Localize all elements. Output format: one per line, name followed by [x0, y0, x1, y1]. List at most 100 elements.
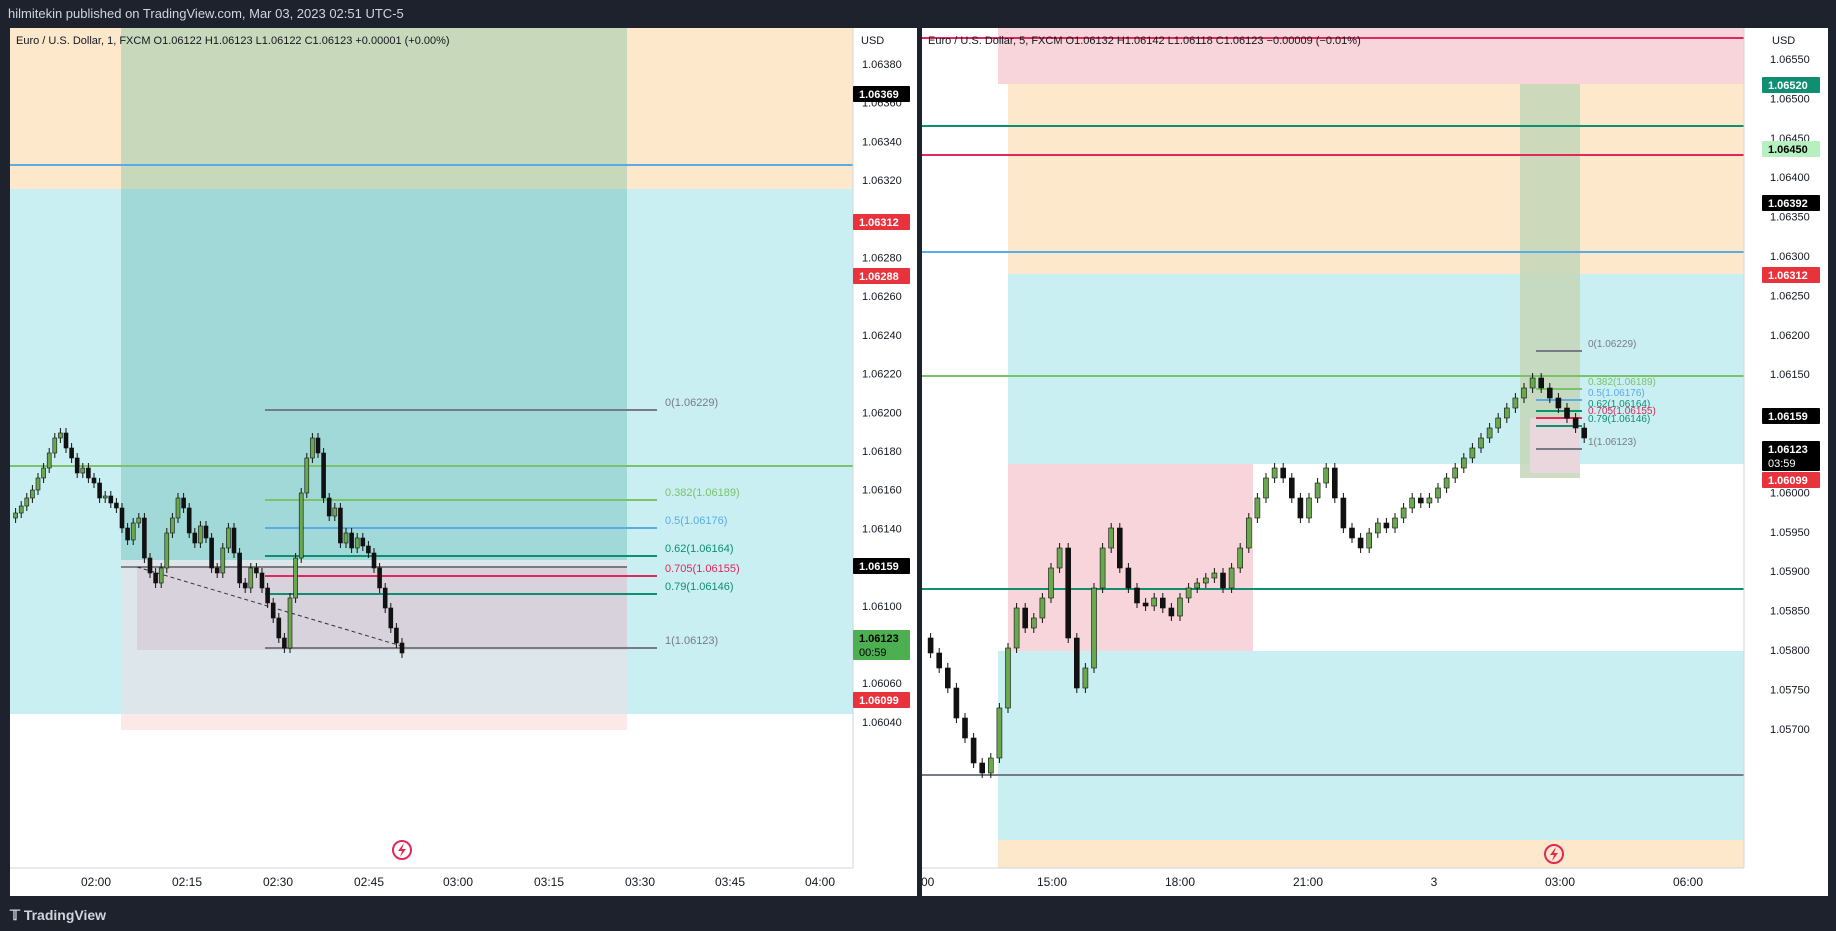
price-tick: 1.05850	[1770, 606, 1810, 618]
price-label-text: 1.06450	[1768, 144, 1808, 156]
candle-body	[1280, 467, 1287, 479]
lightning-icon[interactable]	[392, 840, 412, 860]
candle-body	[282, 637, 287, 649]
candle-body	[1314, 482, 1321, 499]
candle-body	[259, 572, 265, 589]
fib-level-label: 0.5(1.06176)	[1588, 388, 1645, 399]
candle-body	[18, 505, 24, 514]
price-axis[interactable]	[853, 28, 917, 896]
candle-body	[366, 545, 371, 554]
candle-body	[30, 489, 35, 499]
price-tick: 1.06040	[862, 717, 902, 729]
price-tick: 1.06300	[1770, 251, 1810, 263]
candle-body	[1263, 477, 1269, 499]
candle-body	[298, 492, 304, 559]
candle-body	[69, 447, 74, 459]
candle-body	[226, 527, 231, 549]
chart-svg-5min[interactable]: 0(1.06229) 0.382(1.06189)0.5(1.06176)0.62…	[922, 28, 1828, 896]
candle-body	[192, 532, 198, 544]
candle-body	[1392, 517, 1398, 529]
candle-body	[996, 707, 1003, 759]
time-tick: 03:15	[534, 875, 564, 889]
price-label	[853, 86, 910, 102]
time-tick: 06:00	[1673, 875, 1703, 889]
candle-body	[1117, 527, 1123, 569]
fib-level-label: 1(1.06123)	[1588, 437, 1636, 448]
candle-body	[1340, 497, 1347, 529]
time-tick: 03:45	[715, 875, 745, 889]
candle-body	[1048, 567, 1054, 599]
candle-body	[1443, 477, 1450, 489]
lightning-icon[interactable]	[1544, 844, 1564, 864]
time-axis[interactable]	[922, 868, 1828, 896]
fib-level-label: 0.5(1.06176)	[665, 515, 727, 527]
published-header: hilmitekin published on TradingView.com,…	[0, 0, 1836, 28]
time-tick: 03:00	[443, 875, 473, 889]
price-tick: 1.06060	[862, 678, 902, 690]
candle-body	[304, 457, 310, 494]
zone-darkteal	[121, 189, 627, 589]
fib-level-label: 0.382(1.06189)	[1588, 377, 1656, 388]
candle-body	[1297, 497, 1304, 519]
candle-body	[270, 602, 276, 619]
candle-body	[1160, 597, 1166, 609]
price-label	[853, 268, 910, 284]
candle-body	[321, 452, 326, 499]
candle-body	[1245, 517, 1252, 549]
fib-level-label: 0.705(1.06155)	[665, 563, 740, 575]
candle-body	[1538, 377, 1545, 389]
candle-body	[13, 512, 18, 519]
price-tick: 1.06320	[862, 175, 902, 187]
fib-level-label: 0.62(1.06164)	[665, 543, 734, 555]
price-label	[853, 630, 910, 660]
candles-5min	[927, 373, 1588, 778]
time-tick: 15:00	[1037, 875, 1067, 889]
chart-panel-1min[interactable]: 0(1.06229) 0.382(1.06189) 0.5(1.06176) 0.62…	[10, 28, 917, 896]
fib-level-label: 0.79(1.06146)	[1588, 414, 1650, 425]
candle-body	[220, 547, 226, 574]
candle-body	[1529, 377, 1536, 389]
candle-body	[1099, 547, 1106, 589]
candle-body	[1435, 487, 1441, 499]
price-tick: 1.06240	[862, 330, 902, 342]
candle-body	[91, 477, 97, 484]
candle-body	[927, 637, 934, 654]
candle-body	[1091, 587, 1097, 669]
price-tick: 1.05750	[1770, 684, 1810, 696]
candle-body	[970, 737, 977, 764]
symbol-legend[interactable]: Euro / U.S. Dollar, 1, FXCM O1.06122 H1.…	[16, 35, 450, 47]
candle-body	[944, 667, 951, 689]
price-label-text: 1.06099	[859, 695, 899, 707]
candle-body	[326, 497, 332, 517]
tradingview-logo[interactable]: 𝕋 TradingView	[10, 907, 107, 923]
candle-body	[231, 527, 237, 554]
candle-body	[1383, 522, 1390, 529]
time-tick: 02:00	[81, 875, 111, 889]
time-tick: 3	[1431, 875, 1438, 889]
chart-panel-5min[interactable]: 0(1.06229) 0.382(1.06189) 0.5(1.06176) 0.62…	[922, 28, 1828, 896]
candle-body	[1572, 417, 1579, 429]
candle-body	[382, 587, 388, 609]
fib-retracement-1min[interactable]: 0(1.06229) 0.382(1.06189) 0.5(1.06176) 0.62…	[265, 397, 740, 649]
countdown-text: 03:59	[1768, 458, 1796, 470]
zone-small-gray	[1530, 418, 1580, 473]
price-tick: 1.06500	[1770, 93, 1810, 105]
price-label-text: 1.06369	[859, 89, 899, 101]
price-label	[853, 214, 910, 230]
zone-teal	[1008, 274, 1744, 464]
symbol-legend[interactable]: Euro / U.S. Dollar, 5, FXCM O1.06132 H1.…	[928, 35, 1361, 47]
fib-retracement-5min[interactable]: 0(1.06229) 0.382(1.06189)0.5(1.06176)0.62…	[1536, 339, 1656, 450]
tv-logo-icon: 𝕋	[10, 907, 24, 923]
zone-orange-bottom	[998, 840, 1744, 868]
time-axis[interactable]	[10, 868, 917, 896]
time-tick: 02:30	[263, 875, 293, 889]
candle-body	[1323, 467, 1330, 484]
candle-body	[1177, 597, 1183, 617]
chart-svg-1min[interactable]: 0(1.06229) 0.382(1.06189) 0.5(1.06176) 0.62…	[10, 28, 917, 896]
candle-body	[1486, 427, 1493, 439]
candle-body	[1426, 497, 1433, 504]
candle-body	[1005, 647, 1011, 709]
candle-body	[394, 627, 399, 644]
price-label-text: 1.06312	[859, 217, 899, 229]
candle-body	[343, 532, 349, 544]
